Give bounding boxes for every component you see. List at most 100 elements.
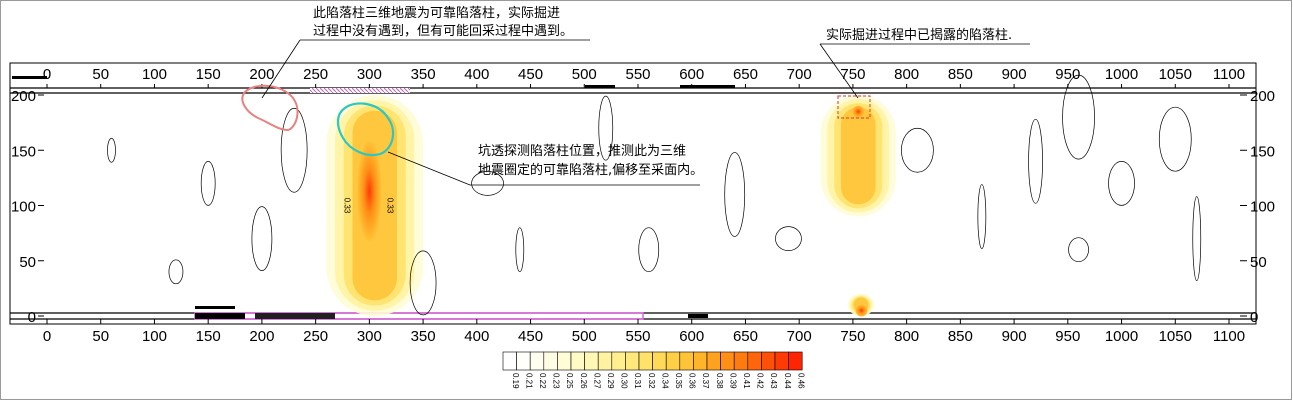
x-top-tick-label: 650 [733,66,758,83]
contour-7 [598,95,614,161]
x-top-tick-label: 150 [196,66,221,83]
anomaly-3 [847,293,875,317]
x-bottom-tick-label: 100 [142,328,167,345]
anomaly-peak-3 [855,304,868,317]
y-axis-right: 0 50 100 150 200 [1240,88,1275,326]
x-top-tick-label: 850 [948,66,973,83]
colorbar-swatch [679,351,694,371]
colorbar-swatch [720,351,735,371]
anomaly-2 [820,95,896,217]
x-axis-bottom: 0 50 100 150 200 250 300 350 400 450 500 550 600 650 7… [43,319,1245,345]
annotation-1-line2: 过程中没有遇到，但有可能回采过程中遇到。 [313,24,573,39]
x-bottom-tick-label: 700 [787,328,812,345]
contour-label-2: 0.33 [386,198,395,214]
colorbar-swatch [516,351,531,371]
x-top-tick-label: 950 [1055,66,1080,83]
x-top-tick-label: 550 [625,66,650,83]
contour-10 [901,127,934,173]
x-top-tick-label: 350 [411,66,436,83]
y-right-tick-label: 200 [1250,88,1275,105]
contour-3 [251,206,273,271]
colorbar-label: 0.41 [742,373,751,389]
x-axis-top: 0 50 100 150 200 250 300 350 400 450 500 550 600 650 7… [43,66,1245,88]
x-bottom-tick-label: 900 [1002,328,1027,345]
colorbar-swatch [788,351,803,371]
colorbar: 0.19 0.21 0.22 0.23 0.25 0.26 0.27 0.29 0.30 0.31… [502,351,805,389]
x-bottom-tick-label: 850 [948,328,973,345]
marker-circle-pink [241,84,299,132]
colorbar-swatch [706,351,721,371]
contour-12 [1028,118,1043,204]
x-bottom-tick-label: 550 [625,328,650,345]
x-top-tick-label: 800 [894,66,919,83]
colorbar-label: 0.26 [579,373,588,389]
contour-4 [280,107,308,193]
colorbar-label: 0.22 [538,373,547,389]
x-bottom-tick-label: 500 [572,328,597,345]
colorbar-label: 0.42 [756,373,765,389]
x-bottom-tick-label: 750 [840,328,865,345]
annotation-3-line1: 坑透探测陷落柱位置，推测此为三维 [478,144,686,159]
x-top-tick-label: 1100 [1213,66,1245,83]
y-right-tick-label: 150 [1250,143,1275,160]
x-bottom-tick-label: 350 [411,328,436,345]
contour-lines [107,74,1202,316]
contour-14 [1108,161,1135,206]
x-top-tick-label: 700 [787,66,812,83]
x-bottom-tick-label: 650 [733,328,758,345]
annotation-leaders [261,39,1030,186]
y-axis-left: 0 50 100 150 200 [11,88,44,326]
x-top-tick-label: 250 [303,66,328,83]
contour-5 [471,171,504,196]
colorbar-label: 0.46 [796,373,805,389]
x-top-tick-label: 900 [1002,66,1027,83]
annotation-1-line1: 此陷落柱三维地震为可靠陷落柱，实际掘进 [313,6,560,21]
x-top-tick-label: 400 [464,66,489,83]
contour-18 [638,227,660,273]
anomaly-peak-2 [852,105,865,118]
colorbar-label: 0.25 [565,373,574,389]
x-bottom-tick-label: 150 [196,328,221,345]
y-right-tick-label: 100 [1250,199,1275,216]
x-bottom-tick-label: 250 [303,328,328,345]
x-bottom-tick-label: 1050 [1159,328,1192,345]
heatmap-layer [326,95,896,317]
annotation-2: 实际掘进过程中已揭露的陷落柱. [826,27,1012,43]
x-bottom-tick-label: 0 [43,328,51,345]
colorbar-swatch [529,351,545,371]
contour-8 [724,152,746,237]
colorbar-swatch [733,351,749,371]
colorbar-label: 0.21 [524,373,533,389]
y-left-tick-label: 150 [11,143,36,160]
x-bottom-tick-label: 800 [894,328,919,345]
x-bottom-tick-label: 450 [518,328,543,345]
y-left-tick-label: 200 [11,88,36,105]
x-top-tick-label: 500 [572,66,597,83]
contour-9 [775,226,802,251]
x-bottom-tick-label: 950 [1055,328,1080,345]
colorbar-label: 0.31 [633,373,642,389]
x-top-tick-label: 100 [142,66,167,83]
colorbar-swatch [665,351,681,371]
colorbar-swatch [693,351,708,371]
colorbar-label: 0.32 [647,373,656,389]
contour-1 [107,137,116,163]
plot-area [9,62,1257,325]
x-top-tick-label: 200 [249,66,274,83]
contour-17 [168,259,184,285]
colorbar-label: 0.35 [674,373,683,389]
colorbar-label: 0.30 [620,373,629,389]
y-right-tick-label: 50 [1250,254,1267,271]
contour-label-1: 0.33 [343,198,352,214]
colorbar-label: 0.43 [769,373,778,389]
colorbar-label: 0.38 [715,373,724,389]
contour-20 [1062,74,1095,160]
colorbar-swatch [584,351,599,371]
colorbar-swatch [774,351,789,371]
annotation-3-line2: 地震圈定的可靠陷落柱,偏移至采面内。 [478,162,703,178]
colorbar-swatch [625,351,640,371]
markers [241,84,871,157]
contour-19 [409,250,437,316]
